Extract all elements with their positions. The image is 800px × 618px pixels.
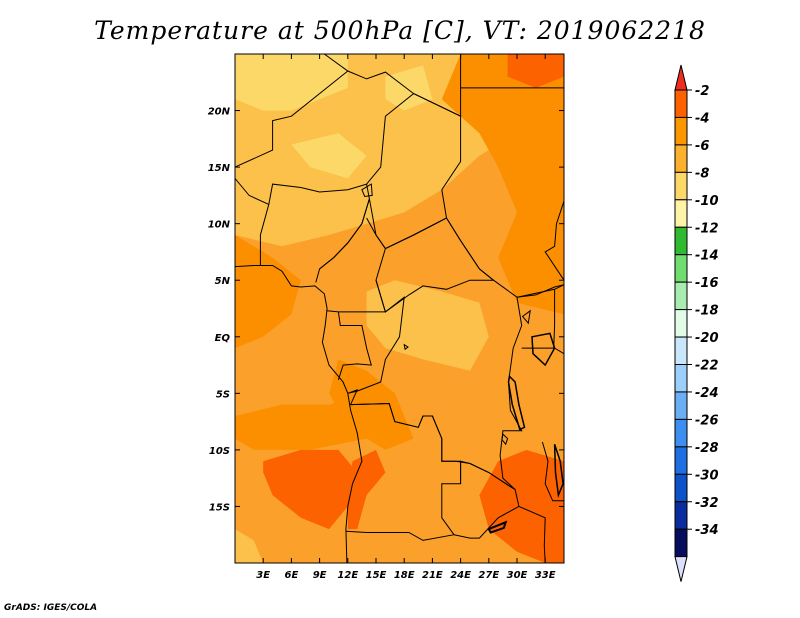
field-hot-nw-se	[263, 449, 358, 530]
border-uganda	[516, 288, 556, 349]
colorbar-label: -14	[695, 249, 719, 264]
country-borders	[235, 54, 564, 563]
y-tick-label: 15N	[208, 163, 231, 174]
field-warm-west	[235, 235, 301, 349]
colorbar-swatch	[674, 446, 688, 475]
colorbar-label: -20	[695, 331, 719, 346]
x-tick-label: 24E	[450, 570, 471, 581]
x-tick-label: 9E	[313, 570, 327, 581]
border-sudan-ethiopia	[544, 200, 564, 281]
footer-credit: GrADS: IGES/COLA	[4, 603, 98, 613]
colorbar-label: -34	[695, 523, 719, 538]
colorbar-swatch	[674, 254, 688, 283]
border-kenya	[554, 284, 564, 290]
field-hot-angola	[347, 449, 386, 530]
colorbar-label: -4	[695, 111, 709, 126]
colorbar-label: -24	[695, 386, 719, 401]
y-axis: 20N 15N 10N 5N EQ 5S 10S 15S	[208, 107, 564, 513]
x-tick-label: 30E	[507, 570, 528, 581]
lake-tanganyika	[507, 374, 526, 431]
field-coolest-nw	[235, 54, 348, 111]
colorbar-label: -10	[695, 194, 719, 209]
border-niger	[235, 70, 349, 205]
colorbar-swatch	[674, 418, 688, 448]
colorbar-swatch	[674, 336, 688, 365]
x-tick-label: 15E	[366, 570, 387, 581]
y-tick-label: 5S	[216, 389, 230, 400]
colorbar-label: -8	[695, 166, 709, 181]
field-warm-east	[441, 54, 564, 315]
colorbar-label: -12	[695, 221, 719, 236]
x-tick-label: 6E	[285, 570, 299, 581]
colorbar-label: -18	[695, 304, 719, 319]
colorbar-swatch	[674, 364, 688, 393]
lake-chad	[361, 183, 373, 198]
colorbar-bottom-arrow	[674, 556, 688, 582]
lake-victoria	[531, 332, 556, 367]
colorbar-label: -30	[695, 468, 719, 483]
border-angola	[345, 389, 462, 541]
colorbar-swatch	[674, 528, 688, 558]
field-coolest-n1	[291, 133, 367, 179]
map-frame	[234, 53, 565, 564]
y-tick-label: EQ	[215, 333, 231, 344]
field-hot-ne	[507, 54, 564, 88]
lake-albert	[521, 309, 531, 325]
border-malawi	[541, 441, 564, 502]
colorbar-swatch	[674, 199, 688, 228]
colorbar-swatch	[674, 226, 688, 256]
y-tick-label: 10S	[209, 446, 230, 457]
field-hot-se	[479, 449, 564, 563]
x-tick-label: 33E	[535, 570, 556, 581]
x-tick-label: 27E	[478, 570, 499, 581]
x-tick-label: 12E	[337, 570, 358, 581]
y-tick-label: 5N	[215, 276, 231, 287]
colorbar-label: -32	[695, 496, 719, 511]
colorbar-swatch	[674, 501, 688, 530]
coastline-west	[235, 265, 363, 563]
colorbar-swatch	[674, 473, 688, 503]
y-tick-label: 20N	[208, 107, 231, 118]
colorbar-label: -28	[695, 441, 719, 456]
border-car	[375, 217, 495, 313]
colorbar-label: -2	[695, 84, 709, 99]
colorbar-swatch	[674, 391, 688, 420]
colorbar-label: -26	[695, 413, 719, 428]
border-gabon	[337, 311, 372, 380]
temperature-field	[235, 54, 564, 563]
border-mozambique	[518, 505, 546, 563]
field-coolest-n2	[385, 65, 433, 111]
lake-kariba	[487, 520, 508, 534]
lake-malawi	[553, 443, 564, 498]
colorbar-label: -22	[695, 359, 719, 374]
colorbar-swatch	[674, 281, 688, 311]
x-tick-label: 21E	[422, 570, 443, 581]
colorbar-swatch	[674, 309, 688, 338]
border-cameroon	[319, 198, 387, 313]
colorbar-swatch	[674, 89, 688, 118]
y-tick-label: 10N	[208, 220, 231, 231]
y-tick-label: 15S	[209, 502, 230, 513]
lake-mweru	[501, 433, 509, 446]
field-warm-center	[329, 359, 414, 450]
colorbar-swatch	[674, 144, 688, 173]
colorbar-swatch	[674, 116, 688, 146]
colorbar-label: -6	[695, 139, 709, 154]
field-cool-sw-corner	[235, 529, 264, 563]
x-tick-label: 3E	[256, 570, 270, 581]
lake-tumba	[403, 343, 409, 351]
colorbar: -2 -4 -6 -8 -10 -12 -14 -16 -18 -20 -22 -24 -26 -28 -3…	[674, 64, 719, 582]
colorbar-label: -16	[695, 276, 719, 291]
colorbar-swatch	[674, 171, 688, 201]
x-axis: 3E 6E 9E 12E 15E 18E 21E 24E 27E 30E 33E	[256, 54, 556, 581]
colorbar-top-arrow	[674, 64, 688, 91]
x-tick-label: 18E	[394, 570, 415, 581]
border-zambia	[453, 460, 520, 539]
chart-title: Temperature at 500hPa [C], VT: 201906221…	[94, 16, 706, 45]
